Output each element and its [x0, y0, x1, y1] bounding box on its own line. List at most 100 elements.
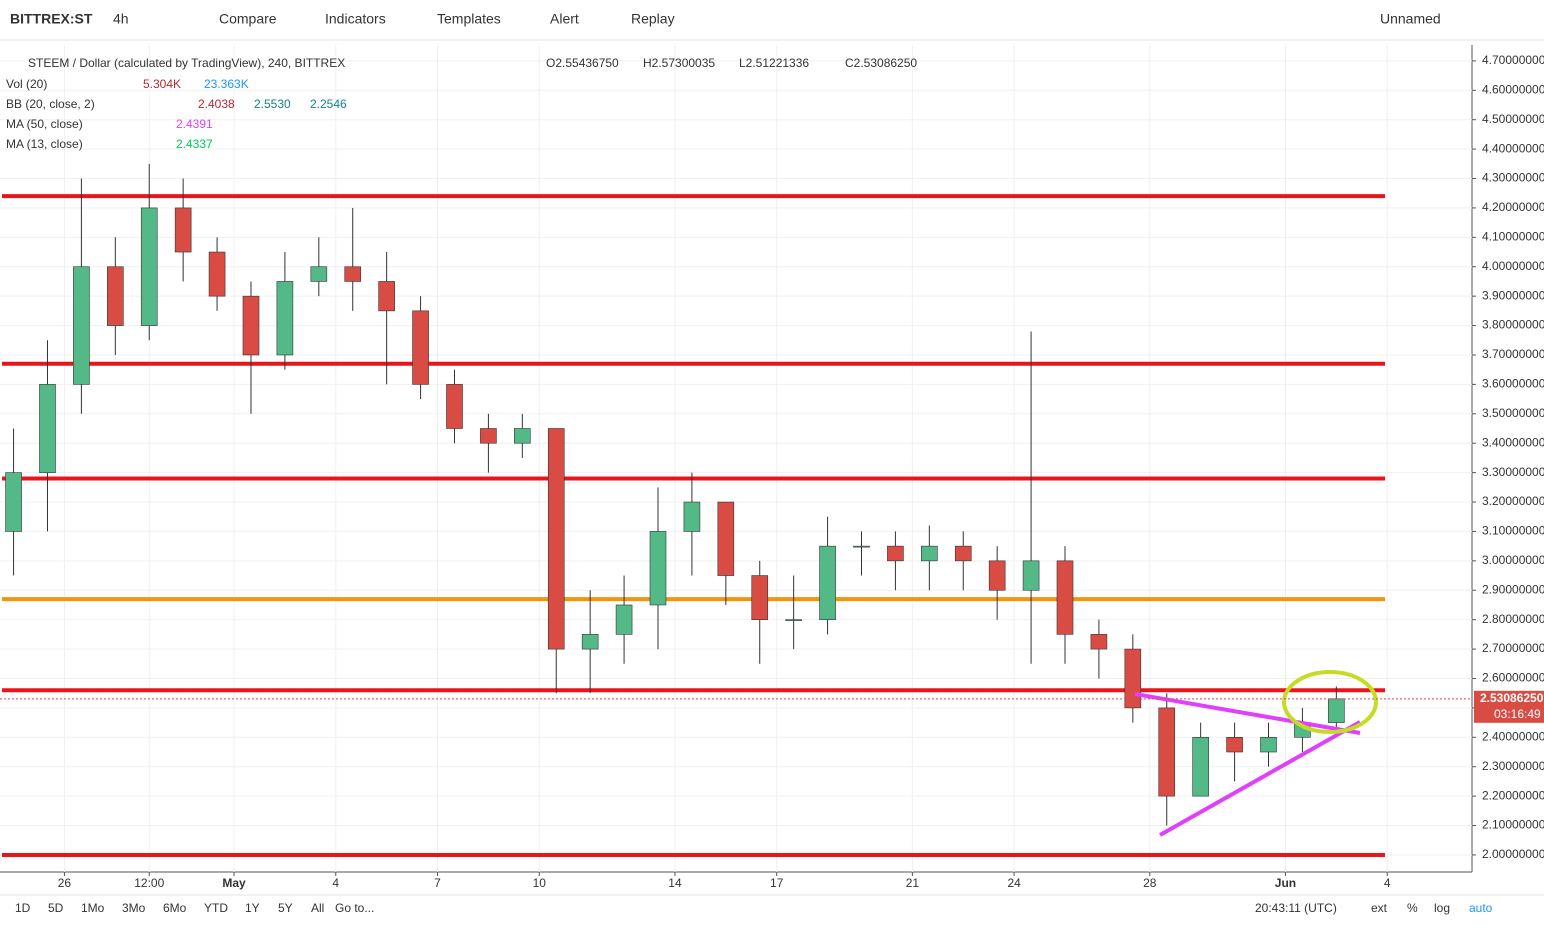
x-tick-label: 28	[1143, 876, 1157, 890]
range-button[interactable]: 1Y	[245, 901, 260, 915]
legend-ohlc: H2.57300035	[643, 56, 715, 70]
countdown: 03:16:49	[1494, 707, 1541, 721]
toolbar-button[interactable]: Indicators	[325, 11, 386, 27]
range-button[interactable]: 5D	[48, 901, 64, 915]
study-name: BB (20, close, 2)	[6, 97, 95, 111]
toolbar-button[interactable]: Templates	[437, 11, 501, 27]
toolbar-button[interactable]: Alert	[550, 11, 579, 27]
range-button[interactable]: 6Mo	[163, 901, 187, 915]
candle-body	[310, 266, 328, 282]
candle-body	[344, 266, 362, 282]
candle-body	[39, 384, 56, 473]
x-tick-label: 7	[434, 876, 441, 890]
candle-body	[649, 531, 667, 606]
candle-body	[887, 545, 904, 562]
range-button[interactable]: 1D	[15, 901, 31, 915]
y-tick-label: 3.70000000	[1482, 347, 1544, 361]
candle-body	[683, 501, 701, 532]
layout-name[interactable]: Unnamed	[1380, 11, 1441, 27]
highlight-ellipse	[1282, 670, 1378, 734]
x-tick-label: 24	[1007, 876, 1021, 890]
x-tick-label: 4	[332, 876, 339, 890]
y-tick-label: 4.60000000	[1482, 82, 1544, 96]
axis-option[interactable]: ext	[1371, 901, 1388, 915]
trendline	[1134, 692, 1361, 735]
y-tick-label: 2.60000000	[1482, 671, 1544, 685]
study-value: 2.5530	[254, 97, 291, 111]
range-button[interactable]: All	[311, 901, 324, 915]
y-tick-label: 2.70000000	[1482, 641, 1544, 655]
candle-body	[1022, 560, 1040, 591]
study-value: 2.4391	[176, 117, 213, 131]
candle-body	[174, 207, 192, 253]
study-value: 2.4337	[176, 137, 213, 151]
y-tick-label: 2.40000000	[1482, 729, 1544, 743]
candle-body	[921, 545, 938, 562]
axis-option[interactable]: auto	[1469, 901, 1493, 915]
y-tick-label: 4.00000000	[1482, 259, 1544, 273]
candle-body	[615, 604, 633, 635]
study-name: Vol (20)	[6, 77, 47, 91]
candle-body	[954, 545, 972, 562]
candle-body	[1158, 707, 1176, 797]
y-tick-label: 3.60000000	[1482, 377, 1544, 391]
axis-option[interactable]: %	[1407, 901, 1418, 915]
trendline	[1159, 720, 1361, 837]
candle-body	[242, 295, 260, 356]
candle-body	[547, 428, 565, 650]
x-tick-label: 14	[668, 876, 682, 890]
study-value: 2.4038	[198, 97, 235, 111]
toolbar-button[interactable]: Replay	[631, 11, 675, 27]
x-tick-label: 10	[533, 876, 547, 890]
y-tick-label: 4.50000000	[1482, 112, 1544, 126]
candle-body	[140, 207, 158, 326]
y-tick-label: 2.90000000	[1482, 582, 1544, 596]
candle-body	[480, 428, 497, 444]
interval[interactable]: 4h	[113, 11, 129, 27]
candle-body	[73, 266, 90, 385]
candle-body	[1260, 737, 1277, 753]
y-tick-label: 4.10000000	[1482, 230, 1544, 244]
candle-body	[751, 575, 769, 620]
y-tick-label: 2.80000000	[1482, 612, 1544, 626]
range-button[interactable]: YTD	[204, 901, 228, 915]
y-tick-label: 3.20000000	[1482, 494, 1544, 508]
legend-ohlc: L2.51221336	[739, 56, 809, 70]
legend-title: STEEM / Dollar (calculated by TradingVie…	[28, 56, 345, 70]
axis-option[interactable]: log	[1434, 901, 1450, 915]
candle-body	[5, 472, 22, 532]
goto[interactable]: Go to...	[335, 901, 374, 915]
toolbar-bg	[0, 0, 1544, 40]
range-button[interactable]: 1Mo	[81, 901, 105, 915]
x-tick-label: 12:00	[134, 876, 164, 890]
study-name: MA (50, close)	[6, 117, 83, 131]
x-tick-label: 21	[906, 876, 920, 890]
candle-body	[1226, 737, 1243, 753]
last-price: 2.53086250	[1480, 691, 1544, 705]
last-price-box	[1474, 690, 1544, 723]
toolbar-button[interactable]: Compare	[219, 11, 277, 27]
y-tick-label: 3.90000000	[1482, 288, 1544, 302]
candle-body	[208, 251, 226, 297]
y-tick-label: 4.20000000	[1482, 200, 1544, 214]
range-button[interactable]: 5Y	[278, 901, 293, 915]
legend-ohlc: C2.53086250	[845, 56, 917, 70]
y-tick-label: 3.80000000	[1482, 318, 1544, 332]
y-tick-label: 3.50000000	[1482, 406, 1544, 420]
y-tick-label: 3.40000000	[1482, 435, 1544, 449]
candle-body	[1328, 698, 1345, 723]
candle-body	[853, 545, 870, 548]
symbol[interactable]: BITTREX:ST	[10, 11, 93, 27]
candle-body	[581, 634, 599, 650]
candle-body	[988, 560, 1006, 591]
y-tick-label: 3.10000000	[1482, 524, 1544, 538]
x-tick-label: May	[222, 876, 246, 890]
candle-body	[1056, 560, 1074, 635]
candle-body	[276, 281, 294, 356]
range-button[interactable]: 3Mo	[122, 901, 146, 915]
candle-body	[717, 501, 735, 576]
x-tick-label: 26	[58, 876, 72, 890]
candle-body	[1090, 634, 1108, 650]
y-tick-label: 3.00000000	[1482, 553, 1544, 567]
x-tick-label: Jun	[1275, 876, 1296, 890]
